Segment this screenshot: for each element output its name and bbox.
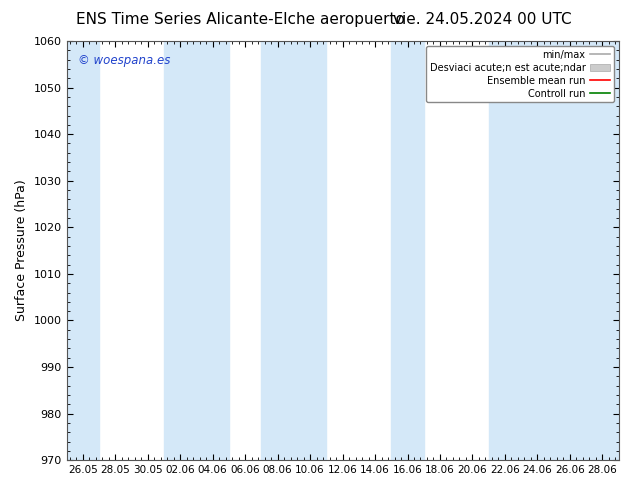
Bar <box>67 41 99 460</box>
Text: © woespana.es: © woespana.es <box>77 53 170 67</box>
Y-axis label: Surface Pressure (hPa): Surface Pressure (hPa) <box>15 180 28 321</box>
Bar <box>489 41 553 460</box>
Text: vie. 24.05.2024 00 UTC: vie. 24.05.2024 00 UTC <box>392 12 571 27</box>
Legend: min/max, Desviaci acute;n est acute;ndar, Ensemble mean run, Controll run: min/max, Desviaci acute;n est acute;ndar… <box>426 46 614 102</box>
Bar <box>261 41 327 460</box>
Bar <box>391 41 424 460</box>
Bar <box>164 41 229 460</box>
Bar <box>553 41 619 460</box>
Text: ENS Time Series Alicante-Elche aeropuerto: ENS Time Series Alicante-Elche aeropuert… <box>77 12 405 27</box>
